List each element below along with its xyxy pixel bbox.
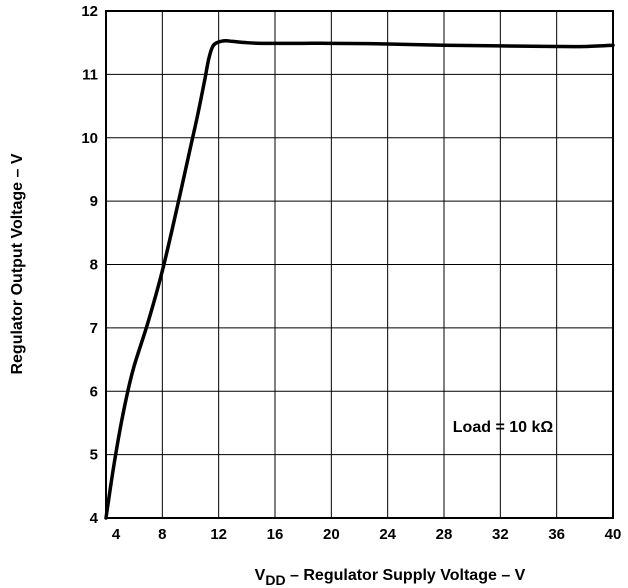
x-axis-title-subscript: DD xyxy=(265,572,285,588)
x-tick-label-4: 4 xyxy=(112,526,121,543)
x-tick-label-28: 28 xyxy=(436,526,453,543)
y-axis-title: Regulator Output Voltage – V xyxy=(9,153,26,374)
y-tick-label-9: 9 xyxy=(90,193,98,210)
x-tick-label-16: 16 xyxy=(267,526,284,543)
series-line-0 xyxy=(104,39,615,520)
y-tick-label-4: 4 xyxy=(90,510,99,527)
y-tick-label-6: 6 xyxy=(90,383,98,400)
x-tick-label-32: 32 xyxy=(492,526,509,543)
y-tick-label-5: 5 xyxy=(90,447,98,464)
x-tick-label-24: 24 xyxy=(379,526,396,543)
series-layer xyxy=(104,39,615,520)
x-tick-label-12: 12 xyxy=(210,526,227,543)
grid xyxy=(106,11,613,518)
y-tick-labels: 4 5 6 7 8 9 10 11 12 xyxy=(81,3,98,527)
y-tick-label-7: 7 xyxy=(90,320,98,337)
plot-frame xyxy=(105,10,614,519)
x-tick-label-8: 8 xyxy=(158,526,166,543)
y-tick-label-10: 10 xyxy=(81,130,98,147)
y-tick-label-11: 11 xyxy=(82,66,98,83)
x-axis-title: VDD – Regulator Supply Voltage – V xyxy=(255,567,526,588)
y-tick-label-8: 8 xyxy=(90,257,98,274)
annotation-label: Load = 10 kΩ xyxy=(453,419,554,436)
x-axis-title-suffix: – Regulator Supply Voltage – V xyxy=(286,567,526,584)
x-tick-label-40: 40 xyxy=(605,526,622,543)
x-tick-label-36: 36 xyxy=(548,526,565,543)
x-tick-label-20: 20 xyxy=(323,526,340,543)
x-axis-title-prefix: V xyxy=(255,567,266,584)
y-tick-label-12: 12 xyxy=(81,3,98,20)
x-tick-labels: 4 8 12 16 20 24 28 32 36 40 xyxy=(112,526,622,543)
